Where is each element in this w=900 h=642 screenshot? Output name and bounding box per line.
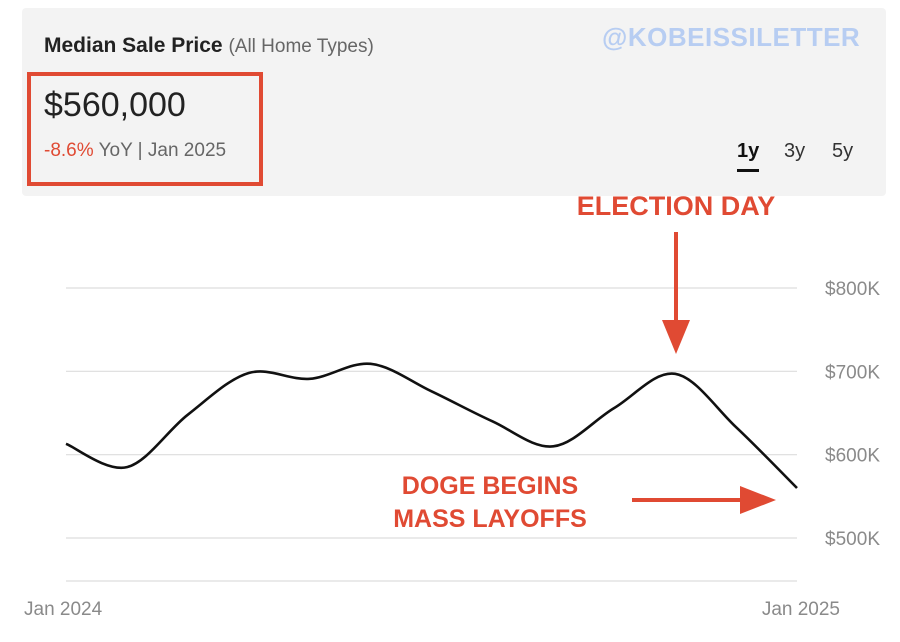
active-tab-underline bbox=[737, 169, 760, 172]
tab-3y-label: 3y bbox=[784, 140, 806, 162]
y-tick-label: $600K bbox=[825, 446, 880, 467]
median-price: $560,000 bbox=[44, 86, 186, 124]
yoy-change: -8.6% YoY | Jan 2025 bbox=[44, 140, 226, 162]
series-layer bbox=[65, 362, 798, 489]
election-annotation: ELECTION DAY bbox=[577, 191, 776, 354]
tab-5y-label: 5y bbox=[832, 140, 854, 162]
tab-3y[interactable]: 3y bbox=[784, 140, 805, 163]
y-tick-label: $700K bbox=[825, 362, 880, 383]
doge-label-line1: DOGE BEGINS bbox=[402, 472, 578, 500]
watermark: @KOBEISSILETTER bbox=[602, 22, 861, 52]
tab-1y[interactable]: 1y bbox=[737, 140, 760, 172]
x-tick-label: Jan 2024 bbox=[24, 599, 103, 620]
price-highlight-box bbox=[27, 72, 263, 186]
x-tick-label: Jan 2025 bbox=[762, 599, 840, 620]
title-subtitle: (All Home Types) bbox=[228, 36, 374, 57]
chart-title: Median Sale Price (All Home Types) bbox=[44, 34, 374, 58]
y-tick-label: $800K bbox=[825, 279, 880, 300]
doge-annotation: DOGE BEGINS MASS LAYOFFS bbox=[393, 472, 776, 533]
y-tick-label: $500K bbox=[825, 529, 880, 550]
x-axis-labels: Jan 2024 Jan 2025 bbox=[24, 599, 840, 620]
header-panel bbox=[22, 8, 886, 196]
yoy-change-suffix: YoY | Jan 2025 bbox=[98, 140, 227, 161]
series-line-0 bbox=[65, 362, 798, 489]
doge-label-line2: MASS LAYOFFS bbox=[393, 505, 587, 533]
title-main: Median Sale Price bbox=[44, 34, 223, 57]
tab-1y-label: 1y bbox=[737, 140, 760, 162]
tab-5y[interactable]: 5y bbox=[832, 140, 853, 163]
grid-layer: $800K $700K $600K $500K bbox=[66, 279, 880, 582]
election-arrow-head bbox=[662, 320, 690, 354]
doge-arrow-head bbox=[740, 486, 776, 514]
election-day-label: ELECTION DAY bbox=[577, 191, 776, 221]
yoy-change-value: -8.6% bbox=[44, 140, 94, 161]
